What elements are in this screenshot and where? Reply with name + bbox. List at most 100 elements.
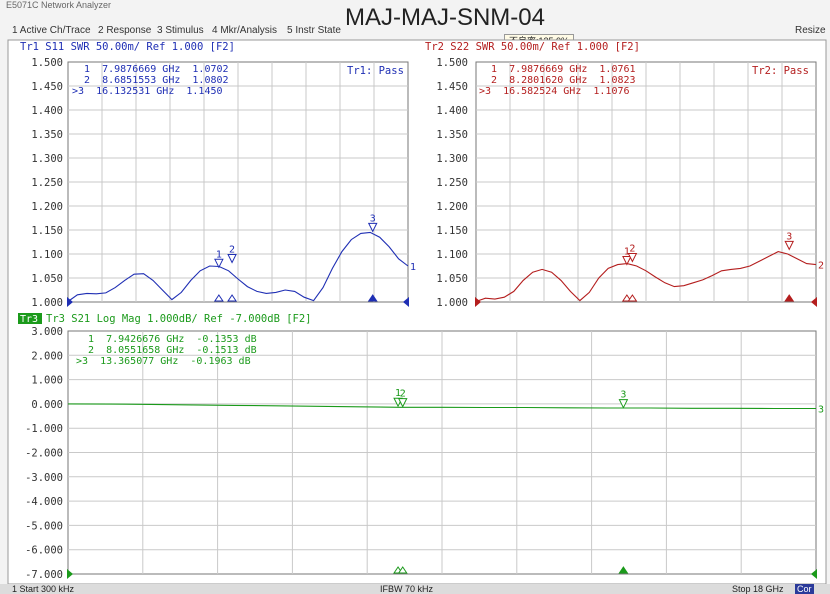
tr1-marker-2-readout: 2 8.6851553 GHz 1.0802 bbox=[72, 75, 229, 86]
tr3-y-tick-label: -1.000 bbox=[25, 423, 63, 435]
chart-tr2: 1.500 1.450 1.400 1.350 1.300 1.250 1.200 1.150… bbox=[436, 57, 824, 309]
tr3-header[interactable]: Tr3 S21 Log Mag 1.000dB/ Ref -7.000dB [F… bbox=[46, 313, 312, 325]
tr1-y-tick-label: 1.300 bbox=[31, 153, 63, 165]
tr3-marker-1-label: 1 bbox=[395, 388, 401, 399]
tr1-ref-arrow-right bbox=[403, 297, 409, 307]
tr3-y-tick-label: -6.000 bbox=[25, 545, 63, 557]
tr2-marker-1 bbox=[622, 255, 632, 266]
tr1-y-tick-label: 1.000 bbox=[31, 297, 63, 309]
menu-response[interactable]: 2 Response bbox=[98, 25, 152, 36]
app-title-bar: E5071C Network Analyzer bbox=[0, 0, 830, 14]
tr1-y-tick-label: 1.100 bbox=[31, 249, 63, 261]
tr3-marker-2 bbox=[397, 398, 408, 408]
menu-active-ch-trace[interactable]: 1 Active Ch/Trace bbox=[12, 25, 91, 36]
tr1-marker-1-label: 1 bbox=[216, 249, 222, 260]
tr3-ref-arrow-left bbox=[67, 569, 73, 579]
tr3-axis-marker-3 bbox=[618, 566, 629, 574]
tr1-marker-3-label: 3 bbox=[370, 213, 376, 224]
tr2-y-tick-label: 1.400 bbox=[436, 105, 468, 117]
menu-instr-state[interactable]: 5 Instr State bbox=[287, 25, 341, 36]
tr2-y-tick-label: 1.050 bbox=[436, 273, 468, 285]
menu-bar: 1 Active Ch/Trace 2 Response 3 Stimulus … bbox=[0, 22, 830, 40]
tr1-pass-label: Tr1: Pass bbox=[347, 65, 404, 77]
tr1-y-tick-label: 1.350 bbox=[31, 129, 63, 141]
tr2-axis-marker-3 bbox=[784, 294, 795, 302]
tr2-y-tick-label: 1.200 bbox=[436, 201, 468, 213]
resize-button[interactable]: Resize bbox=[795, 25, 826, 36]
tr2-marker-3 bbox=[784, 240, 795, 251]
tr2-marker-1-readout: 1 7.9876669 GHz 1.0761 bbox=[479, 64, 636, 75]
tr1-ref-arrow-left bbox=[67, 297, 73, 307]
tr3-y-tick-label: 0.000 bbox=[31, 399, 63, 411]
tr1-axis-marker-3 bbox=[367, 294, 378, 302]
tr1-trace-end-label: 1 bbox=[410, 262, 416, 273]
tr3-axis-marker-2 bbox=[397, 566, 408, 574]
tr2-marker-1-label: 1 bbox=[624, 246, 630, 257]
chart-tr3: 3.000 2.000 1.000 0.000 -1.000 -2.000 -3.000 -4… bbox=[25, 326, 824, 581]
tr3-y-tick-label: -2.000 bbox=[25, 448, 63, 460]
tr2-marker-2-readout: 2 8.2801620 GHz 1.0823 bbox=[479, 75, 636, 86]
tr1-marker-3-readout: >3 16.132531 GHz 1.1450 bbox=[72, 86, 223, 97]
tr2-trace bbox=[475, 251, 817, 303]
tr2-marker-2 bbox=[627, 252, 638, 263]
tr1-y-tick-label: 1.050 bbox=[31, 273, 63, 285]
menu-stimulus[interactable]: 3 Stimulus bbox=[157, 25, 204, 36]
tr2-ref-arrow-left bbox=[475, 297, 481, 307]
tr3-marker-3 bbox=[618, 399, 629, 409]
tr2-y-tick-label: 1.150 bbox=[436, 225, 468, 237]
status-stop: Stop 18 GHz bbox=[732, 584, 784, 594]
tr1-axis-marker-2 bbox=[227, 294, 237, 302]
app-title: E5071C Network Analyzer bbox=[6, 0, 112, 10]
tr3-y-tick-label: -7.000 bbox=[25, 569, 63, 581]
tr1-header[interactable]: Tr1 S11 SWR 50.00m/ Ref 1.000 [F2] bbox=[20, 41, 235, 53]
tr3-marker-3-readout: >3 13.365077 GHz -0.1963 dB bbox=[76, 356, 251, 367]
tr2-header[interactable]: Tr2 S22 SWR 50.00m/ Ref 1.000 [F2] bbox=[425, 41, 640, 53]
tr2-y-tick-label: 1.100 bbox=[436, 249, 468, 261]
chart-tr1: 1.500 1.450 1.400 1.350 1.300 1.250 1.200 1.150… bbox=[31, 57, 416, 309]
tr1-marker-1 bbox=[214, 258, 224, 269]
tr1-marker-2 bbox=[227, 254, 237, 264]
tr1-marker-2-label: 2 bbox=[229, 245, 235, 256]
status-start: 1 Start 300 kHz bbox=[12, 584, 75, 594]
menu-mkr-analysis[interactable]: 4 Mkr/Analysis bbox=[212, 25, 278, 36]
tr1-y-tick-label: 1.500 bbox=[31, 57, 63, 69]
tr1-y-tick-label: 1.150 bbox=[31, 225, 63, 237]
tr2-y-tick-label: 1.350 bbox=[436, 129, 468, 141]
tr2-y-tick-label: 1.500 bbox=[436, 57, 468, 69]
tr1-y-tick-label: 1.450 bbox=[31, 81, 63, 93]
tr1-marker-1-readout: 1 7.9876669 GHz 1.0702 bbox=[72, 64, 229, 75]
tr1-y-tick-label: 1.400 bbox=[31, 105, 63, 117]
tr1-marker-3 bbox=[367, 222, 378, 233]
tr1-y-tick-label: 1.250 bbox=[31, 177, 63, 189]
tr2-axis-marker-2 bbox=[627, 294, 638, 302]
tr1-y-tick-label: 1.200 bbox=[31, 201, 63, 213]
tr2-trace-end-label: 2 bbox=[818, 261, 824, 272]
tr3-ref-arrow-right bbox=[811, 569, 817, 579]
overlay-title: MAJ-MAJ-SNM-04 bbox=[344, 4, 545, 31]
tr3-y-tick-label: 2.000 bbox=[31, 350, 63, 362]
tr1-trace bbox=[67, 231, 409, 302]
tr2-y-tick-label: 1.000 bbox=[436, 297, 468, 309]
tr3-y-tick-label: -3.000 bbox=[25, 472, 63, 484]
tr3-marker-1-readout: 1 7.9426676 GHz -0.1353 dB bbox=[76, 334, 257, 345]
status-bar: 1 Start 300 kHz IFBW 70 kHz Stop 18 GHz … bbox=[0, 584, 830, 594]
status-ifbw: IFBW 70 kHz bbox=[380, 584, 434, 594]
tr3-tag-badge[interactable] bbox=[18, 313, 42, 324]
tr2-pass-label: Tr2: Pass bbox=[752, 65, 809, 77]
tr2-marker-2-label: 2 bbox=[629, 243, 635, 254]
tr3-marker-2-readout: 2 8.0551658 GHz -0.1513 dB bbox=[76, 345, 257, 356]
tr2-marker-3-readout: >3 16.582524 GHz 1.1076 bbox=[479, 86, 630, 97]
status-cor-badge[interactable]: Cor bbox=[795, 584, 814, 594]
tr3-trace-end-label: 3 bbox=[818, 405, 824, 416]
tr2-y-tick-label: 1.300 bbox=[436, 153, 468, 165]
tr3-y-tick-label: -4.000 bbox=[25, 496, 63, 508]
tr3-y-tick-label: -5.000 bbox=[25, 520, 63, 532]
tr2-ref-arrow-right bbox=[811, 297, 817, 307]
tr3-marker-2-label: 2 bbox=[400, 389, 406, 400]
tr2-marker-3-label: 3 bbox=[786, 231, 792, 242]
tr3-y-tick-label: 1.000 bbox=[31, 375, 63, 387]
tr3-tag: Tr3 bbox=[20, 314, 38, 325]
tr3-y-tick-label: 3.000 bbox=[31, 326, 63, 338]
tr3-marker-3-label: 3 bbox=[620, 390, 626, 401]
